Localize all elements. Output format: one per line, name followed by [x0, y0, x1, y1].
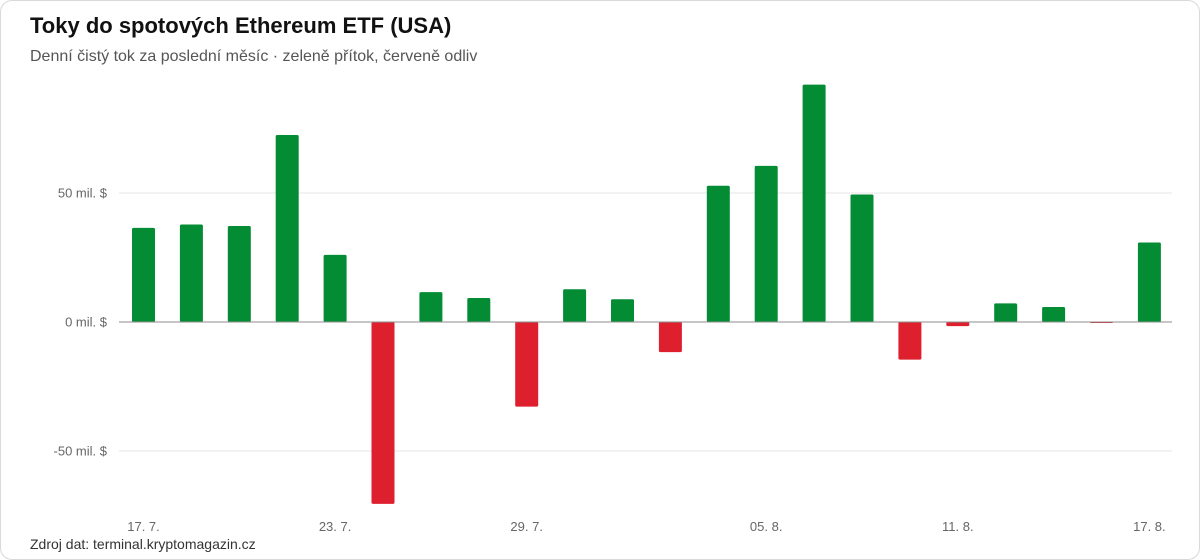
inflow-bar [275, 134, 299, 322]
inflow-bar [611, 299, 634, 322]
inflow-bar [227, 226, 251, 322]
chart-title: Toky do spotových Ethereum ETF (USA) [30, 13, 452, 38]
inflow-bar [419, 292, 443, 322]
x-tick-label: 29. 7. [510, 519, 543, 534]
x-tick-label: 17. 7. [127, 519, 160, 534]
x-tick-label: 11. 8. [942, 519, 974, 534]
outflow-bar [658, 322, 682, 353]
chart-subtitle: Denní čistý tok za poslední měsíc · zele… [30, 48, 478, 65]
inflow-bar [1042, 307, 1066, 322]
outflow-bar [946, 322, 970, 327]
inflow-bar [132, 227, 155, 322]
inflow-bar [1137, 242, 1161, 322]
inflow-bar [754, 165, 778, 322]
data-source: Zdroj dat: terminal.kryptomagazin.cz [30, 536, 256, 552]
inflow-bar [323, 254, 347, 322]
outflow-bar [371, 322, 395, 504]
inflow-bar [563, 289, 587, 322]
inflow-bar [179, 224, 203, 322]
y-tick-label: -50 mil. $ [54, 444, 108, 459]
y-tick-label: 50 mil. $ [58, 186, 108, 201]
y-tick-label: 0 mil. $ [65, 315, 108, 330]
inflow-bar [706, 185, 730, 322]
outflow-bar [898, 322, 922, 360]
x-tick-label: 05. 8. [750, 519, 783, 534]
inflow-bar [994, 303, 1018, 322]
inflow-bar [850, 194, 874, 322]
outflow-bar [515, 322, 539, 407]
inflow-bar [802, 84, 826, 322]
x-tick-label: 23. 7. [319, 519, 352, 534]
inflow-bar [467, 298, 491, 322]
x-tick-label: 17. 8. [1133, 519, 1166, 534]
